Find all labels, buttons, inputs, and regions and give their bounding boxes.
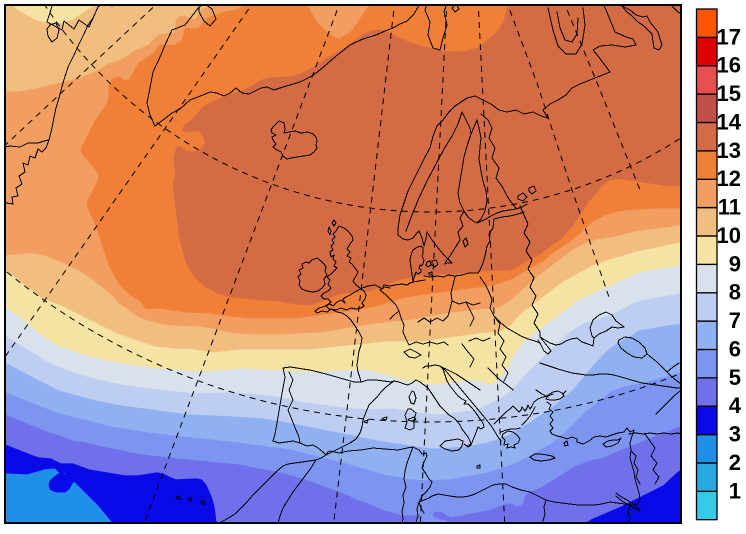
svg-text:17: 17 <box>717 24 741 49</box>
svg-text:10: 10 <box>717 223 741 248</box>
svg-text:7: 7 <box>729 308 741 333</box>
svg-text:15: 15 <box>717 81 741 106</box>
svg-text:9: 9 <box>729 251 741 276</box>
svg-text:11: 11 <box>718 195 741 220</box>
svg-text:3: 3 <box>729 422 741 447</box>
svg-text:1: 1 <box>729 478 741 503</box>
svg-text:12: 12 <box>717 166 741 191</box>
svg-text:14: 14 <box>717 110 742 135</box>
svg-text:4: 4 <box>729 393 742 418</box>
svg-text:2: 2 <box>729 450 741 475</box>
svg-text:16: 16 <box>717 53 741 78</box>
svg-text:5: 5 <box>729 365 741 390</box>
svg-text:13: 13 <box>717 138 741 163</box>
svg-text:6: 6 <box>729 337 741 362</box>
svg-text:8: 8 <box>729 280 741 305</box>
